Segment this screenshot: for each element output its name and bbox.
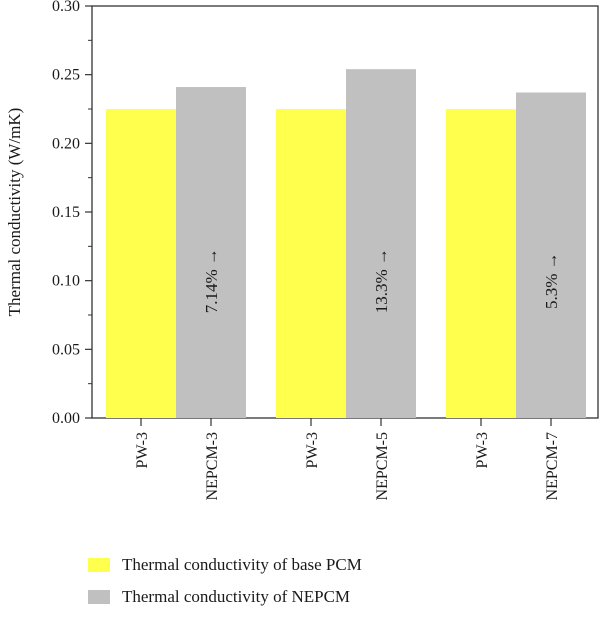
bar-annotation: 7.14% →	[202, 248, 221, 313]
y-tick-label: 0.10	[52, 273, 80, 290]
bar-base-pcm-group-2	[276, 109, 346, 418]
category-label: NEPCM-7	[544, 432, 561, 500]
bar-annotation: 5.3% →	[542, 252, 561, 309]
category-label: PW-3	[474, 432, 491, 468]
category-label: NEPCM-3	[204, 432, 221, 500]
bar-annotation: 13.3% →	[372, 248, 391, 313]
y-tick-label: 0.05	[52, 341, 80, 358]
y-tick-label: 0.20	[52, 135, 80, 152]
legend-swatch-2	[88, 590, 110, 604]
bar-nepcm-group-1	[176, 87, 246, 418]
bar-base-pcm-group-1	[106, 109, 176, 418]
category-label: PW-3	[304, 432, 321, 468]
bar-base-pcm-group-3	[446, 109, 516, 418]
legend-label: Thermal conductivity of base PCM	[122, 555, 362, 574]
y-tick-label: 0.30	[52, 0, 80, 15]
y-tick-label: 0.00	[52, 410, 80, 427]
legend-swatch-1	[88, 558, 110, 572]
bar-nepcm-group-3	[516, 92, 586, 419]
legend-label: Thermal conductivity of NEPCM	[122, 587, 350, 606]
category-label: NEPCM-5	[374, 432, 391, 500]
y-tick-label: 0.25	[52, 67, 80, 84]
category-label: PW-3	[134, 432, 151, 468]
y-tick-label: 0.15	[52, 204, 80, 221]
y-axis-title: Thermal conductivity (W/mK)	[5, 108, 24, 317]
bar-nepcm-group-2	[346, 69, 416, 418]
